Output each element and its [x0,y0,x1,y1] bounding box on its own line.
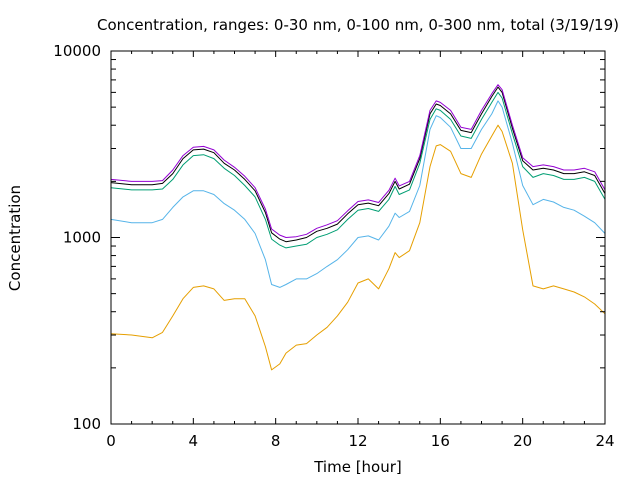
chart-title: Concentration, ranges: 0-30 nm, 0-100 nm… [97,16,619,34]
x-tick-label: 0 [106,432,116,450]
tick-labels: 0 4 8 12 16 20 24 100 1000 10000 [53,42,614,450]
y-tick-label: 1000 [63,229,101,247]
plot-frame [110,50,606,425]
series-line-4 [110,84,606,238]
x-tick-label: 12 [348,432,367,450]
x-tick-label: 20 [513,432,532,450]
series-line-0 [110,124,606,371]
plot-series [110,84,606,371]
y-tick-label: 10000 [53,42,101,60]
y-axis-label: Concentration [6,185,24,291]
series-line-3 [110,86,606,243]
series-line-1 [110,100,606,288]
series-line-2 [110,91,606,249]
x-axis-label: Time [hour] [313,458,402,476]
x-tick-label: 16 [431,432,450,450]
x-tick-label: 24 [595,432,614,450]
x-tick-label: 8 [271,432,281,450]
x-tick-label: 4 [189,432,199,450]
y-tick-label: 100 [72,415,101,433]
